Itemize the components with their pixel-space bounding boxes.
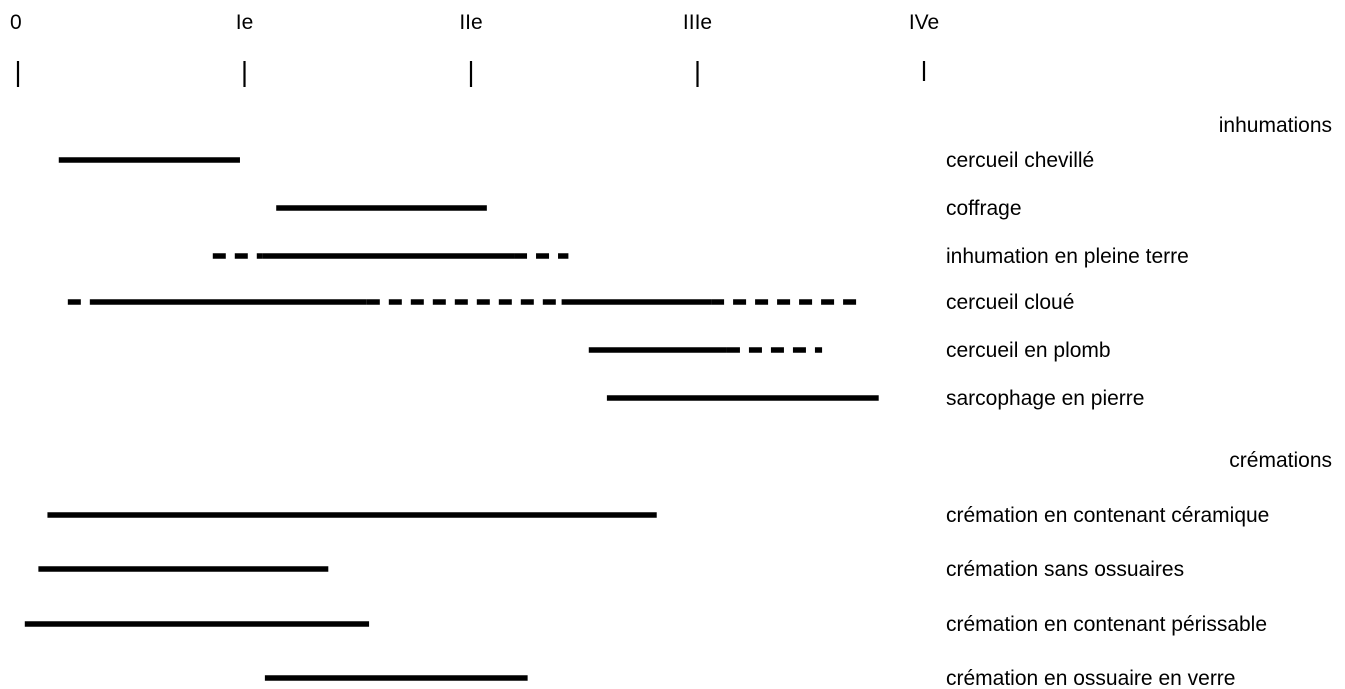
tick-label: IVe bbox=[909, 11, 939, 34]
row-label: sarcophage en pierre bbox=[946, 387, 1144, 410]
group-label: inhumations bbox=[1219, 114, 1332, 137]
row-label: inhumation en pleine terre bbox=[946, 245, 1189, 268]
row-label: crémation en contenant périssable bbox=[946, 613, 1267, 636]
tick-label: IIe bbox=[459, 11, 482, 34]
row-label: cercueil chevillé bbox=[946, 149, 1094, 172]
row-label: crémation en contenant céramique bbox=[946, 504, 1269, 527]
tick-label: IIIe bbox=[683, 11, 712, 34]
row-label: cercueil cloué bbox=[946, 291, 1074, 314]
row-label: crémation en ossuaire en verre bbox=[946, 667, 1235, 689]
tick-label: Ie bbox=[236, 11, 254, 34]
row-label: cercueil en plomb bbox=[946, 339, 1111, 362]
row-label: crémation sans ossuaires bbox=[946, 558, 1184, 581]
tick-label: 0 bbox=[10, 11, 22, 34]
row-label: coffrage bbox=[946, 197, 1022, 220]
group-label: crémations bbox=[1229, 449, 1332, 472]
